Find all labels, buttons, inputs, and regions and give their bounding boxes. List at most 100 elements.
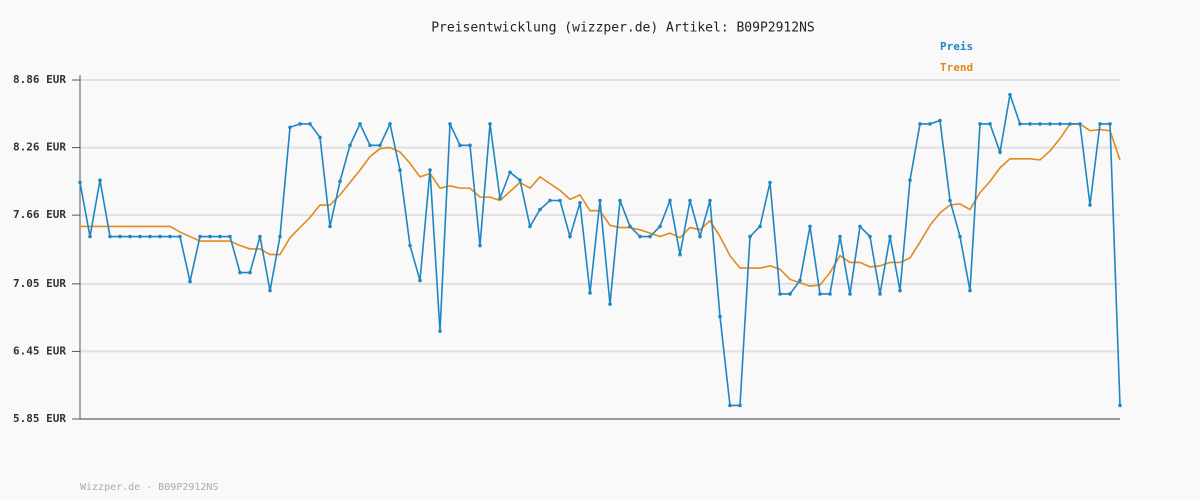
point: [168, 234, 172, 239]
point: [118, 234, 122, 239]
point: [558, 198, 562, 203]
point: [708, 198, 712, 203]
point: [808, 224, 812, 229]
point: [1018, 122, 1022, 126]
point: [948, 198, 952, 203]
point: [338, 179, 342, 184]
point: [498, 196, 502, 201]
point: [578, 200, 582, 205]
point: [178, 234, 182, 239]
point: [608, 302, 612, 306]
point: [368, 143, 372, 148]
point: [468, 143, 472, 148]
point: [618, 198, 622, 203]
point: [138, 234, 142, 239]
point: [568, 234, 572, 239]
y-tick-label: 8.26 EUR: [13, 141, 66, 154]
point: [478, 243, 482, 248]
point: [858, 224, 862, 229]
point: [588, 291, 592, 295]
point: [488, 122, 492, 126]
chart-title: Preisentwicklung (wizzper.de) Artikel: B…: [431, 21, 815, 36]
point: [638, 234, 642, 239]
point: [388, 122, 392, 126]
point: [758, 224, 762, 229]
point: [418, 278, 422, 283]
point: [908, 178, 912, 183]
point: [218, 234, 222, 239]
point: [718, 314, 722, 319]
point: [348, 143, 352, 148]
point: [598, 198, 602, 203]
point: [778, 292, 782, 296]
point: [198, 234, 202, 239]
point: [818, 292, 822, 296]
point: [358, 122, 362, 126]
point: [668, 198, 672, 203]
point: [508, 170, 512, 175]
point: [878, 292, 882, 296]
legend-label: Trend: [940, 61, 973, 74]
point: [208, 234, 212, 239]
point: [838, 234, 842, 239]
point: [548, 198, 552, 203]
point: [428, 168, 432, 172]
y-tick-label: 8.86 EUR: [13, 73, 66, 86]
point: [828, 292, 832, 296]
line-preis: [79, 94, 1121, 407]
point: [1008, 92, 1012, 97]
point: [128, 234, 132, 239]
point: [628, 224, 632, 229]
point: [678, 252, 682, 257]
point: [938, 118, 942, 123]
point: [518, 178, 522, 183]
point: [288, 125, 292, 130]
point: [898, 288, 902, 293]
point: [988, 122, 992, 126]
point: [108, 234, 112, 239]
point: [268, 288, 272, 293]
point: [1028, 122, 1032, 126]
point: [258, 234, 262, 239]
point: [768, 180, 772, 185]
point: [158, 234, 162, 239]
point: [408, 243, 412, 248]
point: [298, 122, 302, 126]
point: [928, 122, 932, 126]
point: [78, 180, 82, 185]
point: [998, 150, 1002, 154]
point: [978, 122, 982, 126]
footer: Wizzper.de - B09P2912NS: [80, 482, 218, 493]
point: [968, 288, 972, 293]
point: [378, 143, 382, 148]
point: [1088, 203, 1092, 207]
point: [398, 168, 402, 172]
point: [448, 122, 452, 126]
y-tick-label: 7.66 EUR: [13, 208, 66, 221]
point: [1108, 122, 1112, 126]
point: [1038, 122, 1042, 126]
point: [188, 279, 192, 284]
point: [318, 135, 322, 140]
point: [1048, 122, 1052, 126]
point: [698, 234, 702, 239]
legend-label: Preis: [940, 40, 973, 53]
point: [1078, 122, 1082, 126]
point: [738, 403, 742, 408]
point: [788, 292, 792, 296]
point: [848, 292, 852, 296]
point: [278, 234, 282, 239]
point: [98, 178, 102, 183]
point: [688, 198, 692, 203]
y-tick-label: 7.05 EUR: [13, 277, 66, 290]
point: [538, 207, 542, 212]
point: [1098, 122, 1102, 126]
point: [248, 270, 252, 275]
point: [458, 143, 462, 148]
point: [918, 122, 922, 126]
point: [868, 234, 872, 239]
point: [1118, 403, 1122, 408]
point: [438, 329, 442, 333]
point: [1058, 122, 1062, 126]
